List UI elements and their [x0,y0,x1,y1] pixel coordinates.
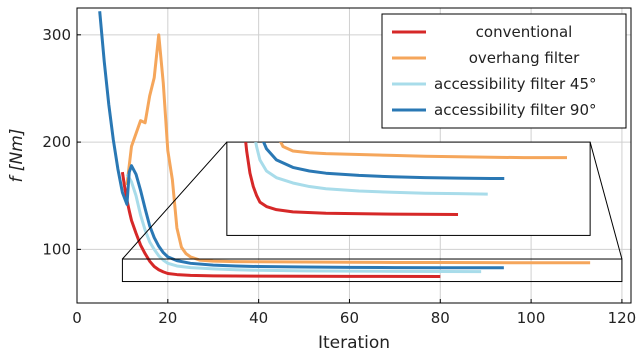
x-axis-label: Iteration [318,333,390,353]
y-axis-label: f [Nm] [7,129,27,183]
zoom-connector [122,141,228,260]
legend-label-1: overhang filter [469,49,580,67]
legend-label-2: accessibility filter 45° [434,75,597,93]
legend-label-0: conventional [476,23,573,41]
series-line-3 [98,11,504,270]
zoom-region [121,141,623,283]
y-tick-label: 100 [42,240,71,258]
plot-frame [76,7,632,304]
x-tick-label: 20 [158,309,177,327]
y-tick-label: 300 [42,26,71,44]
inset-series-line-1 [279,142,568,160]
inset-panel [226,141,591,236]
x-tick-label: 100 [517,309,546,327]
y-ticks: 100 200 300 [42,26,81,258]
x-tick-label: 60 [340,309,359,327]
zoom-source-box [121,258,623,283]
legend: conventional overhang filter accessibility… [381,13,627,129]
x-tick-label: 80 [431,309,450,327]
series-line-2 [125,173,482,274]
y-tick-label: 200 [42,133,71,151]
inset-series-line-3 [262,142,505,181]
inset-series-line-2 [254,142,488,196]
series-line-1 [125,33,591,265]
inset-series-line-0 [244,142,459,217]
zoom-connector [589,141,623,260]
series-line-0 [120,171,441,278]
legend-label-3: accessibility filter 90° [434,101,597,119]
x-tick-label: 120 [608,309,636,327]
x-tick-label: 0 [72,309,82,327]
x-ticks: 0 20 40 60 80 100 120 [72,299,636,327]
x-tick-label: 40 [249,309,268,327]
series-lines [98,11,591,278]
